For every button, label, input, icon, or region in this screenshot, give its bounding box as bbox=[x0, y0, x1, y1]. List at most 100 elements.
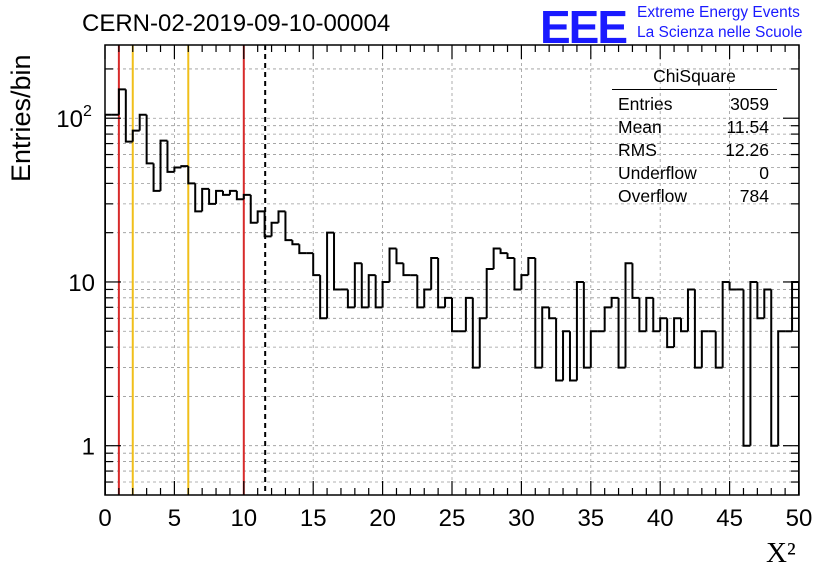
stats-title: ChiSquare bbox=[612, 66, 777, 90]
histogram-bin bbox=[388, 247, 397, 282]
histogram-bin bbox=[117, 88, 126, 115]
histogram-bin bbox=[333, 232, 341, 291]
x-tick-label: 35 bbox=[577, 505, 604, 532]
stats-value: 12.26 bbox=[725, 140, 769, 160]
histogram-bin bbox=[159, 139, 168, 191]
histogram-bin bbox=[105, 113, 112, 495]
x-axis-label: X² bbox=[766, 537, 796, 569]
histogram-bin bbox=[208, 188, 217, 205]
x-tick-label: 0 bbox=[98, 505, 111, 532]
histogram-bin bbox=[395, 248, 404, 265]
histogram-bin bbox=[430, 257, 439, 290]
histogram-bin bbox=[603, 306, 612, 332]
histogram-bin bbox=[242, 193, 251, 200]
histogram-bin bbox=[346, 289, 355, 309]
histogram-bin bbox=[381, 280, 390, 308]
histogram-bin bbox=[263, 211, 272, 238]
stats-box: ChiSquare Entries 3059 Mean 11.54 RMS 12… bbox=[612, 66, 777, 208]
histogram-bin bbox=[277, 210, 286, 223]
histogram-bin bbox=[506, 253, 515, 260]
stats-row-entries: Entries 3059 bbox=[612, 93, 777, 116]
histogram-bin bbox=[631, 263, 640, 299]
y-tick-label: 10 bbox=[56, 106, 83, 133]
histogram-bin bbox=[666, 318, 675, 349]
histogram-bin bbox=[749, 280, 758, 446]
stats-label: Underflow bbox=[618, 163, 697, 183]
chart-title: CERN-02-2019-09-10-00004 bbox=[82, 10, 391, 37]
x-tick-label: 50 bbox=[786, 505, 813, 532]
stats-row-overflow: Overflow 784 bbox=[612, 185, 777, 208]
histogram-bin bbox=[777, 330, 786, 446]
histogram-bin bbox=[686, 288, 695, 332]
x-tick-label: 25 bbox=[439, 505, 466, 532]
histogram-bin bbox=[173, 166, 182, 172]
histogram-bin bbox=[520, 274, 529, 290]
stats-label: RMS bbox=[618, 140, 657, 160]
histogram-bin bbox=[562, 330, 570, 381]
histogram-bin bbox=[360, 263, 369, 309]
histogram-bin bbox=[513, 258, 522, 291]
histogram-bin bbox=[527, 257, 536, 276]
histogram-bin bbox=[256, 210, 265, 223]
histogram-bin bbox=[451, 297, 459, 333]
x-tick-label: 45 bbox=[716, 505, 743, 532]
histogram-bin bbox=[659, 317, 668, 332]
y-tick-label: 1 bbox=[82, 434, 95, 461]
stats-label: Entries bbox=[618, 94, 673, 114]
histogram-bin bbox=[582, 281, 591, 369]
y-tick-label: 10 bbox=[68, 270, 95, 297]
histogram-bin bbox=[638, 297, 647, 333]
histogram-bin bbox=[714, 331, 723, 369]
stats-value: 11.54 bbox=[726, 117, 770, 137]
histogram-bin bbox=[131, 129, 140, 142]
histogram-bin bbox=[610, 296, 619, 308]
x-tick-label: 30 bbox=[508, 505, 535, 532]
histogram-bin bbox=[548, 307, 557, 320]
histogram-bin bbox=[138, 113, 147, 131]
eee-logo: EEE bbox=[540, 1, 628, 53]
histogram-bin bbox=[763, 288, 772, 319]
histogram-bin bbox=[624, 262, 633, 368]
histogram-bin bbox=[575, 280, 584, 381]
histogram-bin bbox=[228, 189, 237, 195]
histogram-bin bbox=[742, 289, 751, 447]
stats-value: 3059 bbox=[730, 94, 769, 114]
histogram-bin bbox=[499, 248, 508, 255]
stats-label: Overflow bbox=[618, 186, 688, 206]
histogram-bin bbox=[555, 318, 564, 382]
histogram-bin bbox=[700, 330, 709, 368]
histogram-bin bbox=[680, 318, 688, 333]
histogram-bin bbox=[423, 288, 432, 308]
histogram-bins bbox=[105, 88, 799, 495]
histogram-bin bbox=[367, 274, 376, 308]
histogram-bin bbox=[180, 165, 189, 168]
histogram-bin bbox=[166, 140, 175, 173]
histogram-bin bbox=[416, 275, 425, 309]
histogram-bin bbox=[402, 263, 411, 277]
eee-logo-line1: Extreme Energy Events bbox=[637, 4, 800, 21]
histogram-bin bbox=[312, 253, 321, 277]
histogram-bin bbox=[478, 317, 487, 368]
eee-logo-line2: La Scienza nelle Scuole bbox=[637, 24, 803, 41]
histogram-bin bbox=[353, 262, 362, 308]
histogram-bin bbox=[721, 280, 730, 368]
histogram-bin bbox=[145, 114, 154, 165]
histogram-bin bbox=[444, 296, 452, 308]
histogram-bin bbox=[492, 247, 501, 269]
x-tick-label: 15 bbox=[300, 505, 327, 532]
x-tick-label: 5 bbox=[168, 505, 181, 532]
histogram-bin bbox=[326, 231, 335, 319]
histogram-bin bbox=[270, 221, 279, 237]
histogram-bin bbox=[284, 211, 293, 242]
histogram-bin bbox=[652, 297, 661, 333]
histogram-bin bbox=[534, 258, 543, 369]
histogram-bin bbox=[221, 190, 230, 196]
histogram-bin bbox=[693, 289, 702, 369]
histogram-bin bbox=[568, 331, 577, 382]
histogram-bin bbox=[235, 190, 244, 201]
histogram-bin bbox=[291, 240, 300, 246]
histogram-bin bbox=[437, 258, 446, 309]
stats-row-rms: RMS 12.26 bbox=[612, 139, 777, 162]
histogram-bin bbox=[756, 281, 765, 320]
